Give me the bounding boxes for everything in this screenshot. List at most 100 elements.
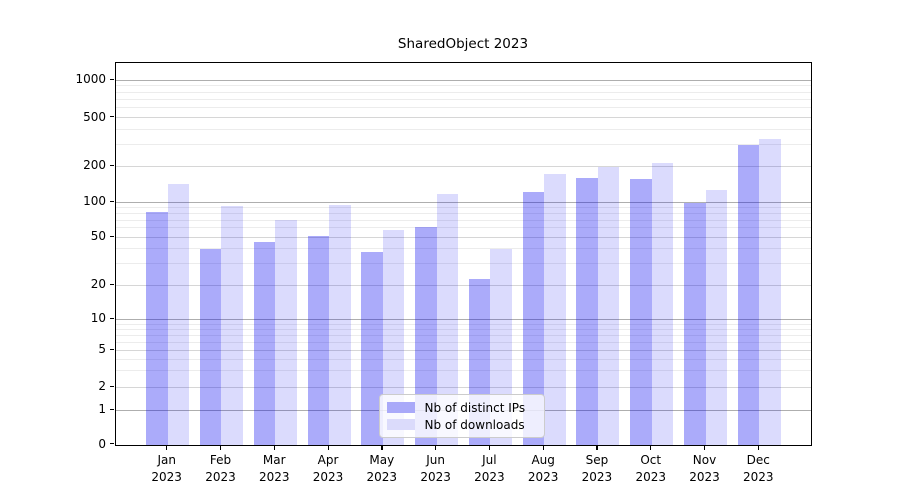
x-tick-label-aug: Aug 2023 bbox=[527, 453, 559, 484]
bar-distinct_ips-feb bbox=[199, 249, 222, 445]
y-tick-mark-1000 bbox=[110, 78, 114, 80]
legend-swatch-distinct-ips-icon bbox=[386, 402, 415, 413]
gridline-y-20 bbox=[115, 284, 811, 286]
x-tick-label-jul: Jul 2023 bbox=[474, 453, 505, 484]
gridline-minor-700 bbox=[115, 98, 811, 100]
y-tick-mark-100 bbox=[110, 200, 114, 202]
x-tick-label-may: May 2023 bbox=[366, 453, 398, 484]
gridline-minor-80 bbox=[115, 212, 811, 214]
gridline-minor-3 bbox=[115, 370, 811, 372]
bar-distinct_ips-mar bbox=[253, 241, 276, 445]
gridline-minor-800 bbox=[115, 91, 811, 93]
gridline-minor-40 bbox=[115, 248, 811, 250]
y-tick-mark-1 bbox=[110, 408, 114, 410]
legend-item-downloads: Nb of downloads bbox=[386, 416, 536, 433]
gridline-minor-6 bbox=[115, 341, 811, 343]
y-tick-mark-0 bbox=[110, 443, 114, 445]
x-tick-label-jun: Jun 2023 bbox=[420, 453, 451, 484]
gridline-minor-90 bbox=[115, 206, 811, 208]
bar-distinct_ips-jun bbox=[415, 226, 437, 445]
bar-distinct_ips-dec bbox=[737, 145, 760, 445]
y-tick-mark-10 bbox=[110, 317, 114, 319]
x-tick-mark-jun bbox=[435, 445, 437, 450]
bar-distinct_ips-aug bbox=[522, 191, 545, 445]
x-tick-mark-sep bbox=[596, 445, 598, 450]
x-tick-mark-jul bbox=[488, 445, 491, 450]
gridline-y-2 bbox=[115, 386, 811, 388]
gridline-minor-300 bbox=[115, 144, 811, 146]
bar-downloads-dec bbox=[759, 138, 781, 445]
y-tick-label-50: 50 bbox=[90, 229, 106, 243]
bar-downloads-may bbox=[382, 230, 405, 445]
bar-downloads-apr bbox=[329, 205, 351, 445]
bar-downloads-mar bbox=[275, 220, 297, 445]
y-tick-label-500: 500 bbox=[83, 109, 106, 124]
gridline-minor-9 bbox=[115, 323, 811, 325]
x-tick-mark-may bbox=[381, 445, 383, 450]
gridline-minor-7 bbox=[115, 334, 811, 336]
x-tick-label-apr: Apr 2023 bbox=[312, 453, 344, 484]
bar-downloads-sep bbox=[597, 166, 620, 445]
gridline-y-50 bbox=[115, 236, 811, 238]
chart-title: SharedObject 2023 bbox=[397, 36, 529, 52]
x-tick-mark-mar bbox=[273, 445, 275, 450]
bar-distinct_ips-may bbox=[361, 251, 383, 445]
gridline-minor-4 bbox=[115, 358, 811, 360]
y-tick-mark-5 bbox=[110, 348, 114, 350]
x-tick-label-oct: Oct 2023 bbox=[635, 453, 666, 484]
x-tick-label-feb: Feb 2023 bbox=[205, 453, 236, 484]
gridline-y-500 bbox=[115, 117, 811, 119]
y-tick-mark-200 bbox=[110, 164, 114, 166]
y-tick-label-20: 20 bbox=[90, 277, 106, 291]
gridline-minor-60 bbox=[115, 227, 811, 229]
x-tick-mark-feb bbox=[219, 445, 222, 450]
y-tick-mark-2 bbox=[110, 385, 114, 387]
y-tick-mark-20 bbox=[110, 283, 114, 285]
x-tick-label-jan: Jan 2023 bbox=[151, 453, 182, 484]
legend-item-distinct-ips: Nb of distinct IPs bbox=[386, 399, 536, 416]
plot-area: Nb of distinct IPs Nb of downloads bbox=[114, 62, 812, 446]
x-tick-label-mar: Mar 2023 bbox=[258, 453, 290, 484]
x-tick-mark-apr bbox=[327, 445, 329, 450]
x-tick-mark-jan bbox=[166, 445, 168, 450]
bar-distinct_ips-oct bbox=[630, 178, 652, 445]
bar-downloads-nov bbox=[705, 189, 727, 445]
gridline-minor-400 bbox=[115, 128, 811, 130]
x-tick-mark-dec bbox=[757, 445, 759, 450]
gridline-y-100 bbox=[115, 201, 811, 203]
legend-label-downloads: Nb of downloads bbox=[424, 417, 525, 432]
y-tick-label-100: 100 bbox=[83, 194, 106, 208]
bar-distinct_ips-nov bbox=[684, 203, 706, 445]
gridline-y-10 bbox=[115, 318, 811, 320]
x-tick-label-nov: Nov 2023 bbox=[689, 453, 720, 484]
bar-distinct_ips-jan bbox=[146, 212, 168, 445]
bar-downloads-jan bbox=[167, 184, 190, 445]
x-tick-mark-oct bbox=[650, 445, 652, 450]
gridline-minor-30 bbox=[115, 263, 811, 265]
legend: Nb of distinct IPs Nb of downloads bbox=[378, 394, 545, 438]
bar-downloads-feb bbox=[221, 206, 243, 445]
bar-downloads-oct bbox=[651, 163, 674, 445]
y-tick-label-2: 2 bbox=[98, 379, 106, 393]
gridline-minor-600 bbox=[115, 107, 811, 109]
bar-distinct_ips-apr bbox=[307, 236, 330, 445]
gridline-y-1000 bbox=[115, 79, 811, 81]
x-tick-label-dec: Dec 2023 bbox=[742, 453, 774, 484]
bar-distinct_ips-sep bbox=[576, 177, 598, 445]
y-tick-label-0: 0 bbox=[98, 436, 106, 451]
gridline-minor-70 bbox=[115, 219, 811, 221]
legend-swatch-downloads-icon bbox=[386, 419, 415, 430]
y-tick-label-200: 200 bbox=[83, 158, 106, 172]
x-tick-label-sep: Sep 2023 bbox=[581, 453, 613, 484]
gridline-y-200 bbox=[115, 165, 811, 167]
y-tick-label-10: 10 bbox=[90, 311, 106, 326]
y-tick-mark-500 bbox=[110, 116, 114, 118]
y-tick-label-5: 5 bbox=[98, 342, 106, 357]
y-tick-label-1: 1 bbox=[98, 402, 106, 417]
gridline-minor-8 bbox=[115, 328, 811, 330]
legend-label-distinct-ips: Nb of distinct IPs bbox=[424, 400, 526, 415]
gridline-minor-900 bbox=[115, 85, 811, 87]
bar-downloads-aug bbox=[544, 174, 566, 445]
x-tick-mark-nov bbox=[704, 445, 706, 450]
